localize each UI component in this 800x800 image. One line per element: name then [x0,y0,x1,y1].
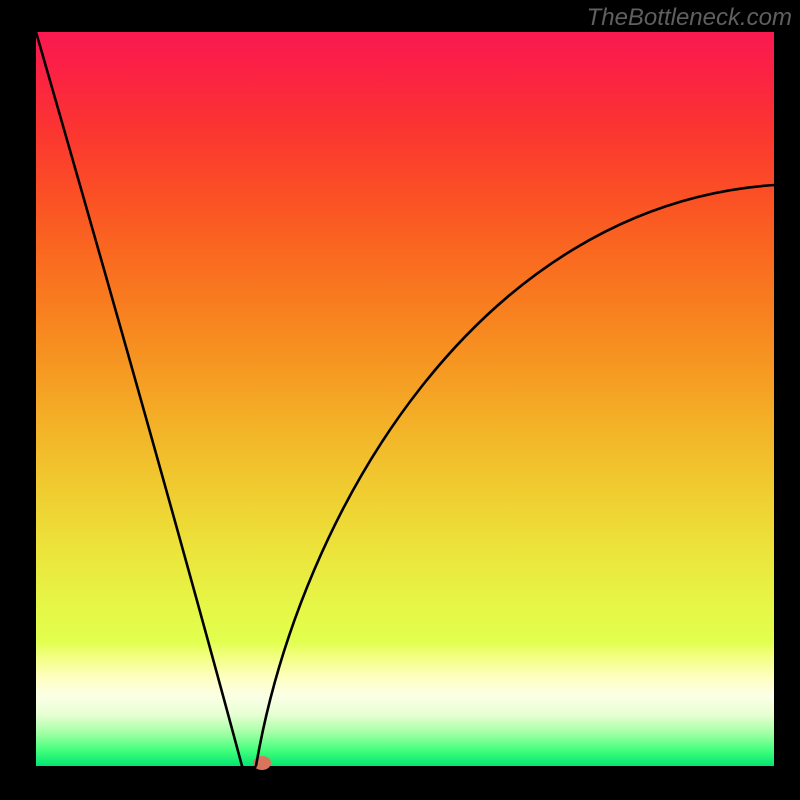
curve-bottom-arc [242,766,256,771]
chart-svg [0,0,800,800]
chart-container: TheBottleneck.com [0,0,800,800]
plot-background [36,32,774,766]
